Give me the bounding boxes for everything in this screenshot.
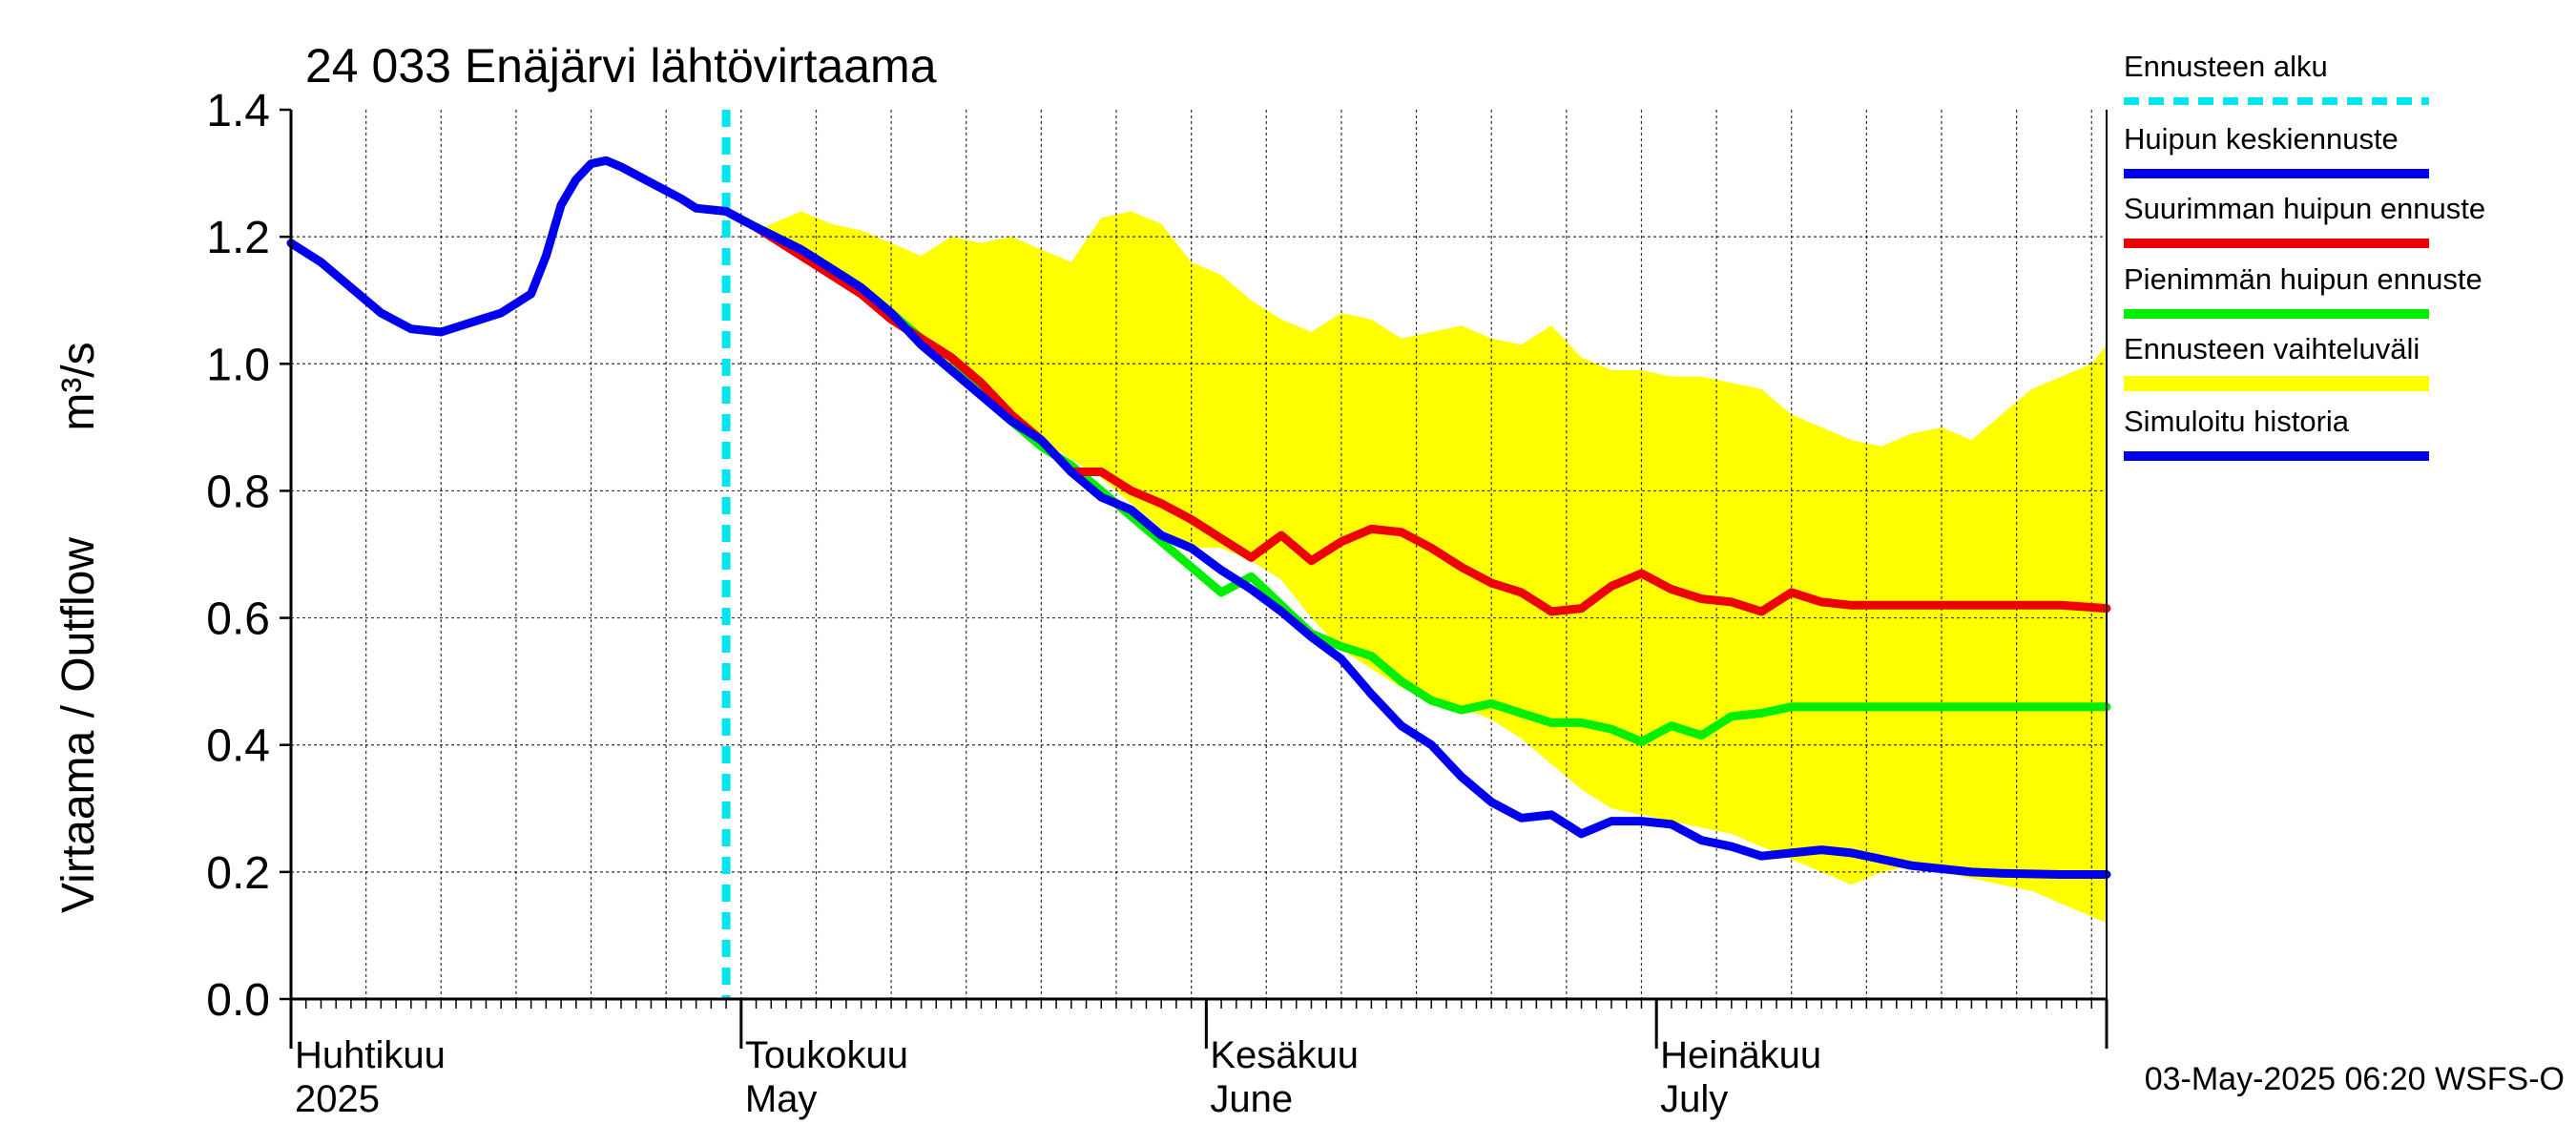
legend-label: Ennusteen vaihteluväli (2124, 332, 2420, 365)
y-tick-label: 0.4 (206, 721, 270, 772)
y-tick-label: 0.6 (206, 594, 270, 645)
legend-label: Pienimmän huipun ennuste (2124, 262, 2483, 296)
x-month-label-en: 2025 (295, 1078, 380, 1120)
x-month-label-fi: Heinäkuu (1660, 1034, 1821, 1076)
series-line-suurimman-huipun-ennuste (752, 222, 2111, 616)
y-axis-unit: m³/s (53, 342, 104, 430)
series-layer (286, 110, 2111, 999)
legend: Ennusteen alku Huipun keskiennuste Suurimm… (2124, 50, 2485, 461)
x-month-label-fi: Huhtikuu (295, 1034, 446, 1076)
timestamp-footer: 03-May-2025 06:20 WSFS-O (2145, 1061, 2565, 1097)
chart-title: 24 033 Enäjärvi lähtövirtaama (305, 39, 937, 93)
x-month-label-en: June (1210, 1078, 1293, 1120)
y-tick-label: 1.2 (206, 213, 270, 263)
forecast-range-band (756, 211, 2107, 924)
x-month-label-en: July (1660, 1078, 1728, 1120)
x-month-label-en: May (745, 1078, 818, 1120)
y-axis-label: Virtaama / Outflow (53, 537, 104, 913)
x-month-label-fi: Kesäkuu (1210, 1034, 1359, 1076)
grid-layer (291, 110, 2107, 999)
y-tick-label: 0.0 (206, 975, 270, 1026)
x-month-label-fi: Toukokuu (745, 1034, 908, 1076)
legend-swatch-band (2124, 376, 2429, 391)
legend-label: Huipun keskiennuste (2124, 122, 2399, 156)
y-tick-label: 0.8 (206, 467, 270, 517)
series-line-simuloitu-historia (286, 156, 760, 337)
legend-label: Suurimman huipun ennuste (2124, 192, 2485, 225)
legend-label: Simuloitu historia (2124, 405, 2350, 438)
series-line-huipun-keskiennuste (752, 222, 2111, 879)
legend-label: Ennusteen alku (2124, 50, 2328, 83)
y-tick-label: 0.2 (206, 848, 270, 899)
y-tick-label: 1.0 (206, 340, 270, 390)
forecast-band-layer (756, 211, 2107, 924)
axis-layer: 0.0 0.2 0.4 0.6 0.8 1.0 1.2 1.4 Virtaama / Outfl… (53, 86, 2109, 1120)
y-tick-label: 1.4 (206, 86, 270, 136)
